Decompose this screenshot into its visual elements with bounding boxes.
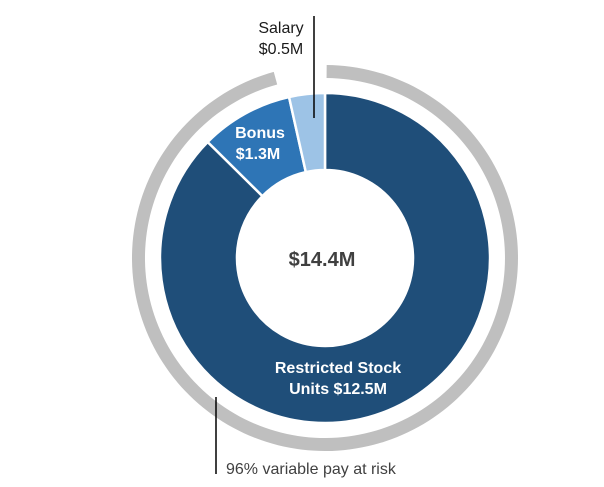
bonus-label-line2: $1.3M (236, 146, 280, 163)
salary-label-line1: Salary (258, 20, 303, 37)
rsu-label-line1: Restricted Stock (275, 360, 401, 377)
variable-pay-note: 96% variable pay at risk (226, 461, 397, 478)
center-total-label: $14.4M (289, 249, 356, 271)
salary-label-line2: $0.5M (259, 41, 303, 58)
donut-hole (237, 170, 413, 346)
bonus-label-line1: Bonus (235, 125, 285, 142)
rsu-label-line2: Units $12.5M (289, 381, 387, 398)
